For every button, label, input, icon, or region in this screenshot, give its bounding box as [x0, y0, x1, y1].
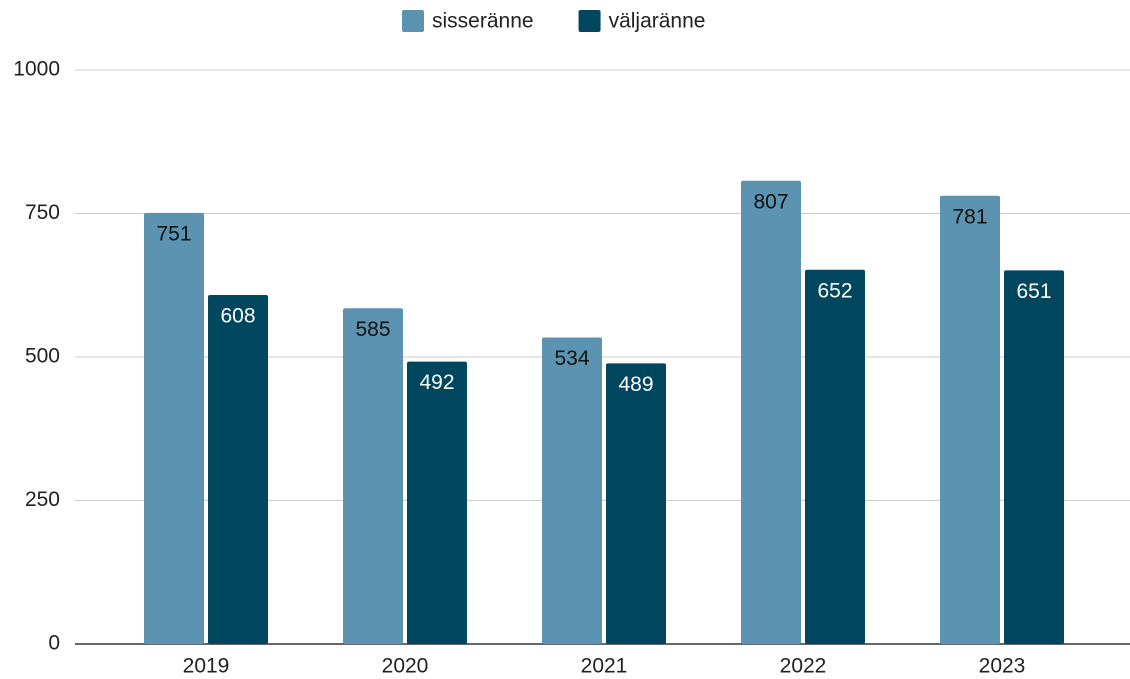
data-label: 807 — [753, 190, 788, 213]
data-label: 585 — [355, 318, 390, 341]
x-tick-label: 2020 — [382, 655, 429, 678]
data-label: 652 — [817, 279, 852, 302]
bar — [606, 363, 666, 644]
bar — [407, 361, 467, 644]
x-tick-label: 2019 — [183, 655, 230, 678]
y-tick-label: 500 — [25, 345, 60, 368]
bar — [940, 195, 1000, 644]
bar — [343, 308, 403, 644]
bar — [208, 295, 268, 644]
data-label: 534 — [554, 347, 589, 370]
bar — [542, 337, 602, 644]
data-label: 651 — [1016, 280, 1051, 303]
x-tick-label: 2023 — [979, 655, 1026, 678]
y-tick-label: 0 — [48, 632, 60, 655]
y-tick-label: 1000 — [13, 58, 60, 81]
bar — [741, 180, 801, 645]
legend-swatch — [578, 10, 601, 32]
legend-label: väljaränne — [609, 10, 706, 33]
bar — [1004, 270, 1064, 644]
x-tick-label: 2021 — [581, 655, 628, 678]
data-label: 751 — [156, 222, 191, 245]
legend-label: sisseränne — [432, 10, 534, 33]
data-label: 492 — [419, 371, 454, 394]
y-tick-label: 750 — [25, 201, 60, 224]
data-label: 781 — [952, 205, 987, 228]
data-label: 608 — [220, 305, 255, 328]
x-tick-label: 2022 — [780, 655, 827, 678]
data-label: 489 — [618, 373, 653, 396]
bar — [805, 269, 865, 644]
bar — [144, 212, 204, 644]
legend-swatch — [402, 10, 424, 32]
y-tick-label: 250 — [25, 488, 60, 511]
